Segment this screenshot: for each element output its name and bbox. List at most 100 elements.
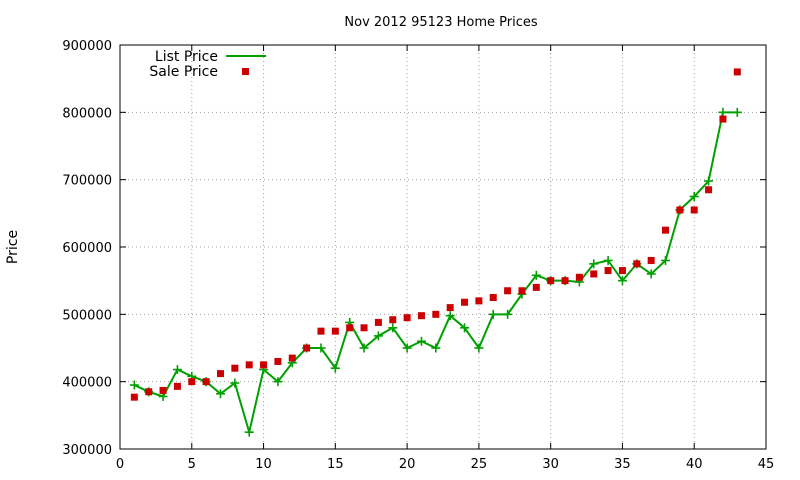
- data-point-sale-price: [130, 393, 138, 401]
- data-point-list-price: [617, 276, 627, 286]
- data-point-sale-price: [260, 361, 268, 369]
- data-point-sale-price: [662, 226, 670, 234]
- data-point-sale-price: [188, 378, 196, 386]
- data-point-list-price: [589, 259, 599, 269]
- data-point-sale-price: [173, 382, 181, 390]
- x-tick-label: 30: [542, 457, 559, 472]
- data-point-sale-price: [403, 314, 411, 322]
- data-point-sale-price: [202, 378, 210, 386]
- data-point-list-price: [129, 380, 139, 390]
- legend: List Price Sale Price: [149, 49, 266, 80]
- data-point-sale-price: [489, 294, 497, 301]
- x-tick-label: 10: [255, 457, 272, 472]
- data-point-list-price: [359, 343, 369, 353]
- data-point-sale-price: [461, 298, 469, 306]
- x-tick-label: 45: [758, 457, 775, 472]
- axes: 0 5 10 15 20 25 30 35 40 45 300000 400000 500000 6000…: [62, 39, 774, 472]
- x-tick-label: 40: [686, 457, 703, 472]
- data-point-list-price: [689, 192, 699, 201]
- data-point-sale-price: [145, 388, 153, 396]
- data-point-list-price: [474, 343, 484, 353]
- data-point-sale-price: [274, 357, 282, 365]
- data-point-list-price: [373, 331, 383, 341]
- legend-label-list-price: List Price: [155, 49, 218, 65]
- data-point-sale-price: [633, 260, 641, 268]
- data-point-sale-price: [690, 206, 698, 214]
- data-point-list-price: [215, 389, 225, 399]
- data-point-sale-price: [159, 386, 167, 394]
- x-tick-label: 5: [188, 457, 196, 472]
- data-point-sale-price: [561, 277, 569, 285]
- data-point-sale-price: [389, 316, 397, 324]
- data-point-sale-price: [374, 318, 382, 326]
- data-point-list-price: [316, 343, 326, 353]
- data-point-sale-price: [733, 68, 741, 76]
- data-point-list-price: [646, 269, 656, 279]
- y-tick-label: 300000: [62, 443, 112, 458]
- data-point-sale-price: [647, 256, 655, 264]
- x-tick-label: 15: [327, 457, 344, 472]
- data-point-list-price: [531, 270, 541, 280]
- data-point-sale-price: [547, 277, 555, 285]
- data-point-list-price: [230, 378, 240, 388]
- data-point-sale-price: [604, 267, 612, 275]
- y-axis-title: Price: [5, 230, 21, 264]
- y-tick-label: 400000: [62, 376, 112, 391]
- data-point-list-price: [330, 363, 340, 373]
- data-point-list-price: [718, 107, 728, 117]
- x-tick-label: 0: [116, 457, 124, 472]
- data-point-list-price: [488, 309, 498, 319]
- data-point-sale-price: [288, 354, 296, 362]
- data-point-list-price: [460, 323, 470, 333]
- series-sale-price: [130, 68, 741, 401]
- data-point-list-price: [416, 336, 426, 346]
- data-point-sale-price: [676, 206, 684, 214]
- data-point-list-price: [503, 309, 513, 319]
- data-point-sale-price: [432, 310, 440, 318]
- data-point-list-price: [732, 107, 742, 117]
- data-point-sale-price: [705, 186, 713, 194]
- data-point-sale-price: [303, 344, 311, 352]
- data-point-sale-price: [231, 364, 239, 372]
- data-point-sale-price: [475, 297, 483, 305]
- data-point-sale-price: [504, 287, 512, 295]
- y-tick-label: 600000: [62, 241, 112, 256]
- data-point-sale-price: [446, 304, 454, 312]
- data-point-sale-price: [590, 270, 598, 278]
- data-point-sale-price: [618, 267, 626, 275]
- y-tick-label: 800000: [62, 106, 112, 121]
- data-point-list-price: [244, 427, 254, 437]
- data-point-sale-price: [216, 370, 224, 378]
- x-tick-label: 20: [399, 457, 416, 472]
- data-point-list-price: [445, 311, 455, 321]
- data-point-sale-price: [331, 327, 339, 335]
- data-point-list-price: [704, 176, 714, 186]
- y-tick-label: 900000: [62, 39, 112, 54]
- data-point-sale-price: [719, 115, 727, 123]
- x-tick-label: 35: [614, 457, 631, 472]
- data-point-list-price: [603, 255, 613, 265]
- data-point-list-price: [273, 377, 283, 387]
- data-point-sale-price: [360, 324, 368, 332]
- data-point-list-price: [172, 365, 182, 375]
- data-point-sale-price: [518, 287, 526, 295]
- series-layer: [129, 68, 742, 437]
- chart-title: Nov 2012 95123 Home Prices: [344, 15, 537, 30]
- y-tick-label: 700000: [62, 174, 112, 189]
- series-list-price: [129, 107, 742, 437]
- data-point-sale-price: [417, 312, 425, 320]
- series-line-list-price: [133, 111, 738, 437]
- x-tick-label: 25: [471, 457, 488, 472]
- y-tick-label: 500000: [62, 308, 112, 323]
- data-point-list-price: [388, 323, 398, 333]
- data-point-sale-price: [346, 324, 354, 332]
- data-point-sale-price: [245, 361, 253, 369]
- data-point-sale-price: [532, 283, 540, 291]
- data-point-sale-price: [575, 273, 583, 281]
- data-point-list-price: [661, 255, 671, 265]
- data-point-list-price: [402, 343, 412, 353]
- data-point-list-price: [431, 343, 441, 353]
- legend-label-sale-price: Sale Price: [149, 64, 218, 80]
